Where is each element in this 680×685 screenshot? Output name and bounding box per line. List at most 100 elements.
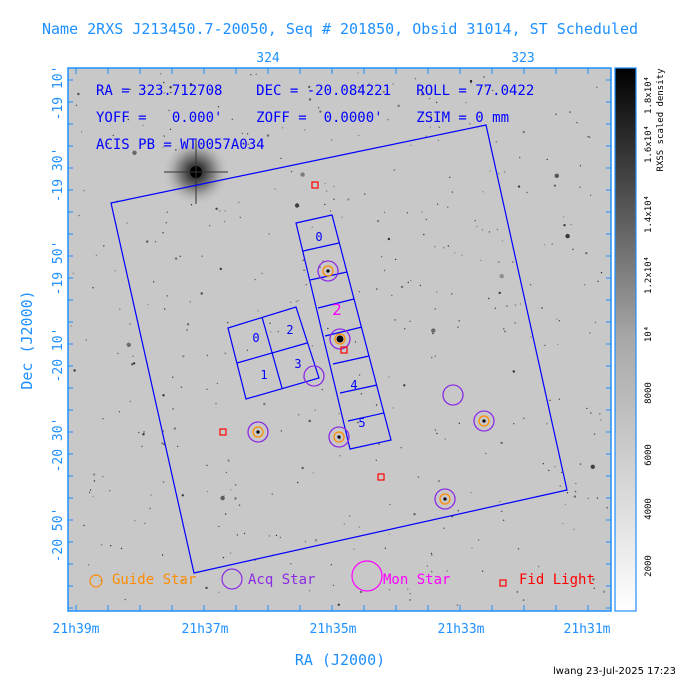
- sky-star: [458, 422, 460, 424]
- sky-star: [600, 272, 603, 274]
- sky-star: [302, 259, 304, 261]
- sky-star: [512, 261, 514, 263]
- sky-star: [375, 459, 377, 461]
- sky-star: [470, 82, 472, 84]
- sky-star: [481, 570, 484, 572]
- sky-star: [268, 535, 271, 537]
- legend-mon-icon: [351, 560, 383, 592]
- sky-star: [573, 528, 575, 530]
- sky-star: [246, 349, 249, 351]
- sky-star: [189, 83, 193, 86]
- sky-star: [589, 332, 591, 334]
- sky-star: [126, 342, 131, 347]
- sky-star: [383, 211, 386, 214]
- sky-star: [206, 490, 209, 493]
- sky-star: [410, 279, 412, 282]
- sky-star: [483, 76, 485, 78]
- sky-star: [523, 417, 525, 419]
- sky-star: [519, 156, 521, 159]
- sky-star: [235, 484, 237, 486]
- sky-star: [360, 393, 363, 395]
- sky-star: [83, 524, 85, 527]
- sky-star: [434, 246, 436, 248]
- field-of-view-outline: [110, 124, 568, 574]
- sky-star: [182, 355, 185, 358]
- sky-star: [512, 370, 515, 373]
- sky-star: [216, 382, 218, 385]
- x-tick-label: 21h33m: [438, 622, 485, 637]
- sky-star: [502, 519, 505, 521]
- sky-star: [514, 304, 517, 306]
- sky-star: [562, 522, 564, 525]
- sky-star: [407, 281, 409, 283]
- sky-star: [200, 292, 203, 295]
- sky-star: [478, 539, 480, 541]
- sky-star: [382, 90, 385, 94]
- sky-star: [368, 114, 370, 117]
- sky-star: [268, 233, 270, 235]
- sky-star: [469, 79, 473, 83]
- sky-star: [238, 201, 240, 203]
- sky-star: [297, 481, 299, 484]
- sky-star: [280, 157, 282, 160]
- sky-star: [308, 590, 311, 592]
- ccd-label-i0: 0: [252, 331, 259, 345]
- sky-star: [168, 109, 170, 112]
- sky-star: [387, 119, 389, 121]
- sky-star: [387, 237, 391, 241]
- sky-star: [132, 355, 134, 357]
- legend-mon-label: Mon Star: [383, 572, 450, 588]
- sky-star: [331, 139, 333, 141]
- sky-star: [75, 104, 78, 107]
- sky-star: [474, 220, 476, 222]
- sky-star: [247, 143, 249, 145]
- sky-star: [314, 539, 318, 542]
- sky-star: [596, 497, 599, 499]
- sky-star: [112, 134, 114, 137]
- sky-star: [311, 226, 313, 228]
- sky-star: [499, 274, 504, 279]
- sky-star: [436, 203, 439, 205]
- sky-star: [152, 281, 155, 283]
- y-tick-label: -19 10': [51, 66, 66, 121]
- sky-star: [189, 301, 191, 303]
- sky-star: [133, 362, 135, 365]
- legend-guide-icon: [89, 574, 103, 588]
- sky-star: [590, 464, 595, 469]
- sky-star: [311, 345, 313, 347]
- sky-star: [482, 191, 484, 193]
- sky-star: [110, 545, 112, 547]
- sky-star: [95, 254, 98, 256]
- sky-star: [542, 463, 544, 465]
- y-tick-label: -20 50': [51, 508, 66, 563]
- sky-star: [587, 497, 589, 499]
- sky-star: [227, 459, 230, 462]
- sky-star: [358, 526, 360, 528]
- sky-star: [596, 86, 598, 89]
- sky-star: [114, 270, 117, 272]
- pointing-info-line3: ACIS PB = WT0057A034: [96, 137, 265, 153]
- sky-star: [163, 81, 165, 84]
- sky-star: [290, 563, 292, 565]
- sky-star: [443, 527, 445, 529]
- sky-star: [494, 307, 497, 309]
- sky-star: [87, 564, 90, 566]
- sky-star: [301, 466, 304, 470]
- sky-star: [431, 554, 433, 556]
- sky-star: [358, 374, 361, 376]
- sky-star: [147, 303, 149, 306]
- sky-star: [77, 92, 80, 96]
- sky-star: [358, 134, 360, 137]
- sky-star: [588, 136, 591, 138]
- acis-s-array: [295, 214, 392, 450]
- sky-star: [163, 135, 165, 137]
- sky-star: [107, 142, 109, 145]
- sky-star: [394, 319, 396, 321]
- sky-star: [333, 185, 335, 188]
- sky-star: [353, 548, 355, 550]
- sky-star: [585, 252, 588, 255]
- sky-star: [488, 231, 491, 233]
- sky-star: [409, 320, 411, 322]
- sky-star: [218, 591, 220, 594]
- sky-star: [224, 352, 226, 354]
